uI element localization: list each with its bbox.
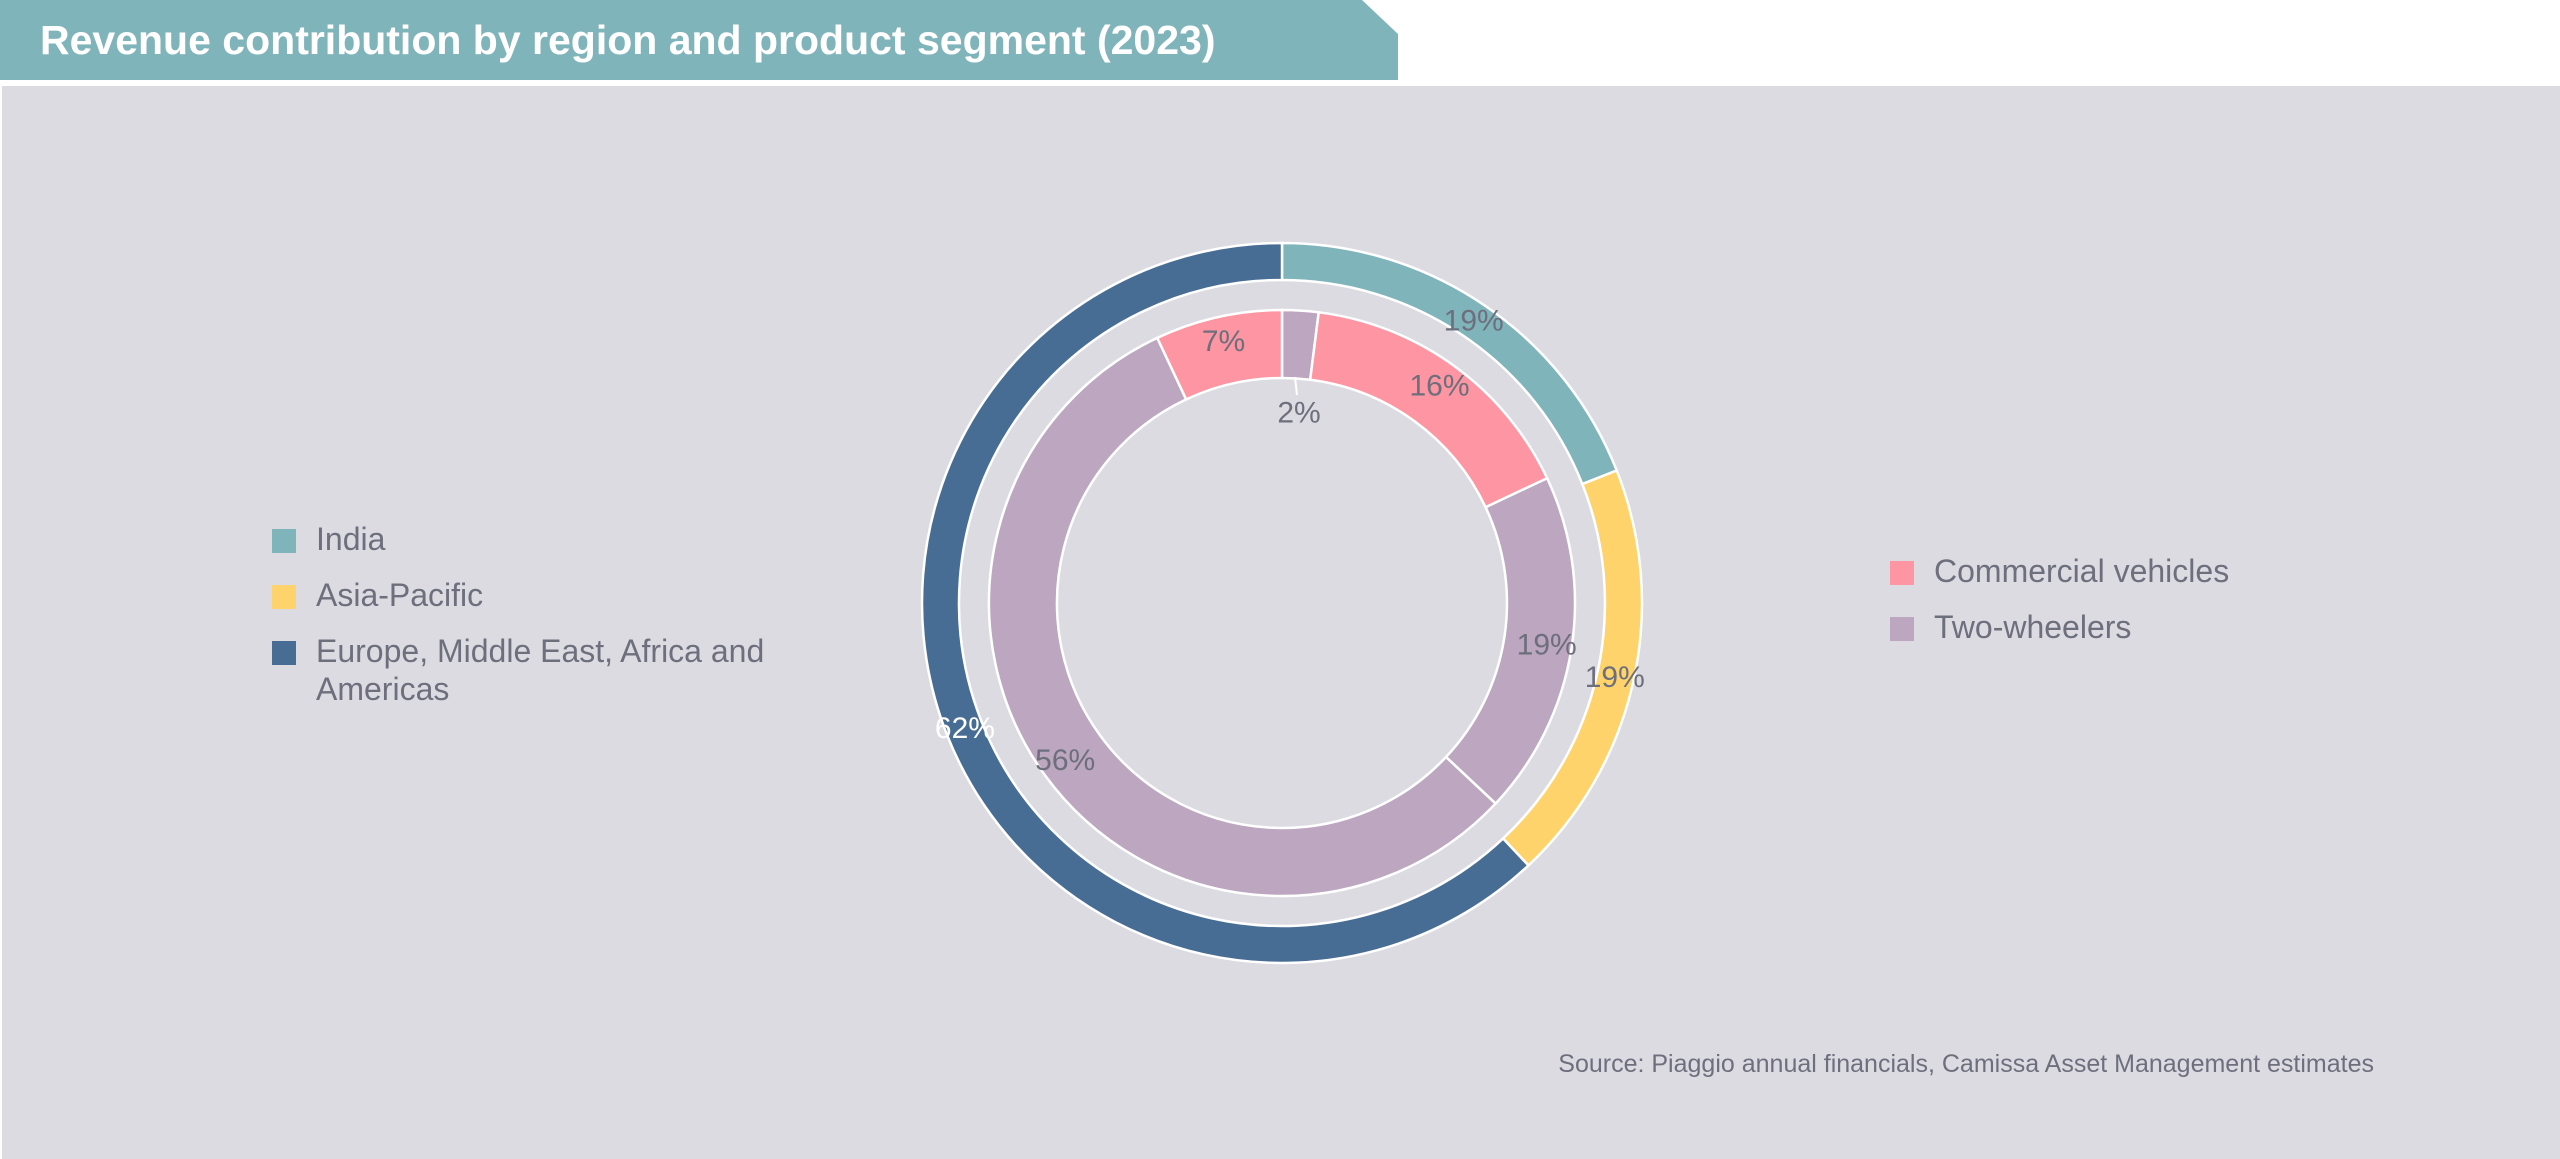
- legend-item-india: India: [272, 520, 796, 558]
- source-note: Source: Piaggio annual financials, Camis…: [1558, 1050, 2374, 1078]
- inner-slice-europe-middle-east-africa-and-americas-two-wheelers-3-label: 56%: [1035, 744, 1095, 777]
- legend-swatch-india: [272, 529, 296, 553]
- title-banner-shape: [0, 0, 1398, 80]
- legend-label-commercial-vehicles: Commercial vehicles: [1934, 553, 2230, 589]
- legend-label-two-wheelers: Two-wheelers: [1934, 609, 2132, 645]
- legend-label-emea-americas: Europe, Middle East, Africa and Americas: [316, 633, 765, 707]
- outer-slice-europe-middle-east-africa-and-americas-label: 62%: [935, 712, 995, 745]
- inner-slice-asia-pacific-two-wheelers-2-label: 19%: [1517, 628, 1577, 661]
- legend-label-asia-pacific: Asia-Pacific: [316, 577, 484, 613]
- inner-slice-europe-middle-east-africa-and-americas-two-wheelers-3: [987, 336, 1498, 898]
- legend-item-commercial-vehicles: Commercial vehicles: [1890, 552, 2414, 590]
- inner-slice-europe-middle-east-africa-and-americas-commercial-vehicles-4: [1155, 308, 1284, 402]
- legend-swatch-commercial-vehicles: [1890, 561, 1914, 585]
- legend-swatch-asia-pacific: [272, 585, 296, 609]
- region-legend: India Asia-Pacific Europe, Middle East, …: [272, 520, 796, 726]
- inner-slice-europe-middle-east-africa-and-americas-commercial-vehicles-4-label: 7%: [1202, 325, 1245, 358]
- page-title: Revenue contribution by region and produ…: [40, 17, 1216, 63]
- outer-slice-asia-pacific-label: 19%: [1585, 661, 1645, 694]
- inner-small-slice-leader: [1294, 376, 1298, 396]
- legend-item-two-wheelers: Two-wheelers: [1890, 608, 2414, 646]
- legend-item-asia-pacific: Asia-Pacific: [272, 576, 796, 614]
- inner-slice-india-commercial-vehicles-1-label: 16%: [1410, 370, 1470, 403]
- legend-swatch-emea-americas: [272, 641, 296, 665]
- outer-slice-europe-middle-east-africa-and-americas: [920, 241, 1531, 965]
- segment-legend: Commercial vehicles Two-wheelers: [1890, 552, 2414, 664]
- legend-swatch-two-wheelers: [1890, 617, 1914, 641]
- legend-item-emea-americas: Europe, Middle East, Africa and Americas: [272, 632, 796, 708]
- title-banner: Revenue contribution by region and produ…: [0, 0, 1400, 80]
- outer-slice-india-label: 19%: [1444, 304, 1504, 337]
- inner-slice-india-two-wheelers-0-label: 2%: [1277, 397, 1320, 430]
- legend-label-india: India: [316, 521, 386, 557]
